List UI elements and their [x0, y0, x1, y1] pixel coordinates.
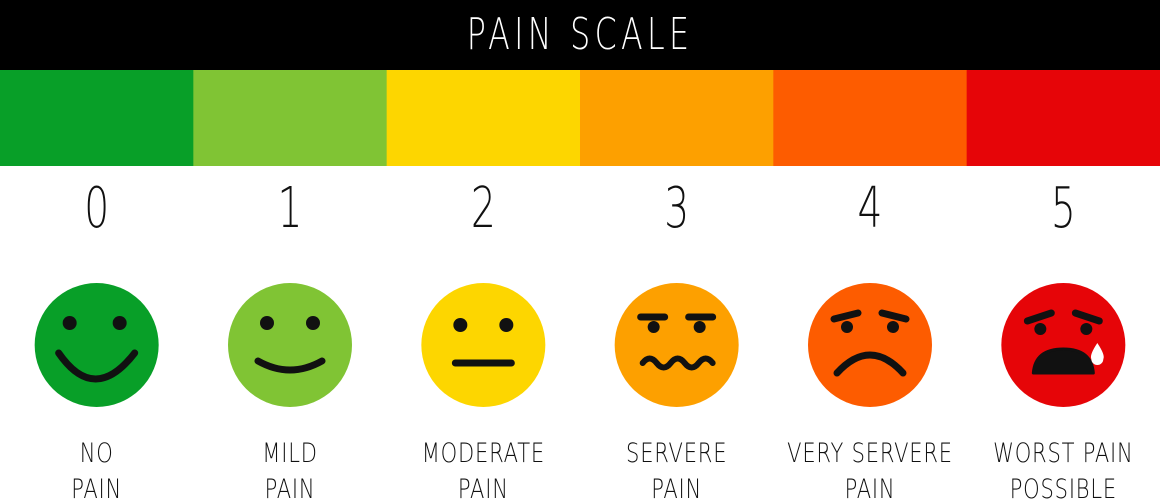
- face: [1001, 283, 1126, 407]
- eye: [1034, 323, 1047, 335]
- title: PAIN SCALE: [467, 9, 694, 61]
- eye: [647, 321, 660, 333]
- brow: [1071, 309, 1103, 325]
- eye: [499, 318, 514, 332]
- score: 4: [858, 176, 883, 241]
- brow: [830, 309, 862, 323]
- score-group: 1: [278, 176, 303, 241]
- scale-band: [386, 70, 581, 166]
- mouth: [55, 349, 139, 383]
- eye: [693, 321, 706, 333]
- scale-band: [0, 70, 194, 166]
- level-label: WORST PAIN: [993, 437, 1133, 468]
- face: [808, 283, 932, 407]
- face-circle: [34, 283, 159, 407]
- mouth: [254, 357, 326, 374]
- eye: [62, 316, 77, 330]
- face-circle: [228, 283, 352, 407]
- face-circle: [808, 283, 932, 407]
- level-label: NO: [80, 437, 114, 468]
- eye: [453, 318, 468, 332]
- label-group: NO: [80, 437, 114, 468]
- eye: [841, 321, 853, 333]
- face-circle: [421, 283, 546, 407]
- level-label: PAIN: [458, 473, 509, 500]
- label-group: PAIN: [845, 473, 896, 500]
- face: [421, 283, 546, 407]
- level-label: PAIN: [265, 473, 316, 500]
- level-label: PAIN: [845, 473, 896, 500]
- score: 2: [471, 176, 496, 241]
- label-group: PAIN: [458, 473, 509, 500]
- label-group: PAIN: [265, 473, 316, 500]
- face-circle: [1001, 283, 1126, 407]
- level-label: VERY SERVERE: [787, 437, 953, 468]
- header-bar: [0, 0, 1160, 70]
- tear: [1090, 343, 1104, 365]
- level-label: PAIN: [651, 473, 702, 500]
- title-group: PAIN SCALE: [467, 9, 694, 61]
- eye: [1080, 323, 1093, 335]
- score-group: 3: [664, 176, 689, 241]
- mouth: [833, 351, 907, 377]
- face: [614, 283, 739, 407]
- scale-band: [773, 70, 968, 166]
- score: 0: [84, 176, 109, 241]
- scale-band: [193, 70, 388, 166]
- score: 5: [1051, 176, 1076, 241]
- level-label: MODERATE: [422, 437, 545, 468]
- eye: [887, 321, 899, 333]
- eye: [306, 316, 320, 330]
- label-group: PAIN: [71, 473, 122, 500]
- score: 1: [278, 176, 303, 241]
- label-group: WORST PAIN: [993, 437, 1133, 468]
- label-group: VERY SERVERE: [787, 437, 953, 468]
- label-group: MODERATE: [422, 437, 545, 468]
- face: [34, 283, 159, 407]
- brow: [878, 309, 910, 323]
- level-label: POSSIBLE: [1010, 473, 1117, 500]
- score: 3: [664, 176, 689, 241]
- scale-band: [580, 70, 774, 166]
- score-group: 4: [858, 176, 883, 241]
- level-label: MILD: [262, 437, 317, 468]
- face-circle: [614, 283, 739, 407]
- label-group: POSSIBLE: [1010, 473, 1117, 500]
- brow: [1023, 309, 1055, 325]
- score-group: 0: [84, 176, 109, 241]
- eye: [260, 316, 274, 330]
- mouth: [1031, 347, 1095, 375]
- score-group: 5: [1051, 176, 1076, 241]
- label-group: PAIN: [651, 473, 702, 500]
- scale-band: [966, 70, 1160, 166]
- mouth: [639, 355, 716, 371]
- label-group: MILD: [262, 437, 317, 468]
- label-group: SERVERE: [626, 437, 727, 468]
- score-group: 2: [471, 176, 496, 241]
- eye: [112, 316, 127, 330]
- face: [228, 283, 352, 407]
- level-label: SERVERE: [626, 437, 727, 468]
- level-label: PAIN: [71, 473, 122, 500]
